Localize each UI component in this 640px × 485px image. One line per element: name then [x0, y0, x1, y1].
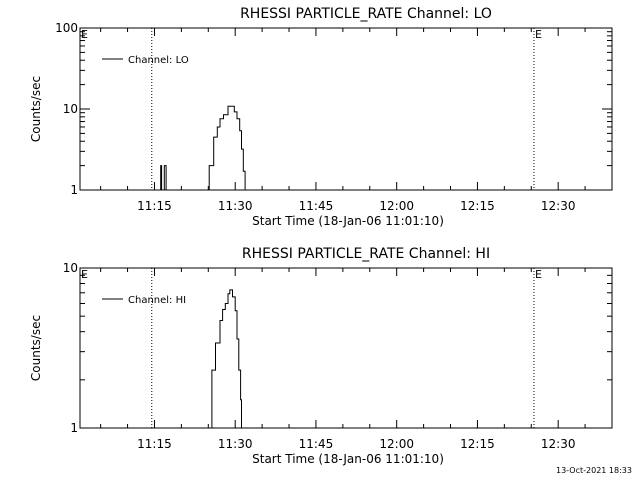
y-tick-label: 10: [63, 261, 78, 275]
legend-label: Channel: HI: [128, 295, 186, 306]
series-line: [203, 105, 246, 191]
event-marker-label: E: [535, 268, 542, 281]
x-tick-label: 11:45: [299, 437, 334, 451]
chart-panel-2: RHESSI PARTICLE_RATE Channel: HI Start Ti…: [29, 246, 613, 466]
series-line: [159, 165, 167, 191]
y-axis-label: Counts/sec: [29, 76, 43, 142]
x-tick-label: 12:15: [460, 199, 495, 213]
x-tick-label: 12:00: [379, 437, 414, 451]
legend-label: Channel: LO: [128, 55, 189, 66]
plot-frame: [79, 267, 613, 429]
x-tick-label: 12:30: [541, 199, 576, 213]
x-tick-label: 11:15: [137, 437, 172, 451]
x-tick-label: 12:00: [379, 199, 414, 213]
plot-frame: [79, 27, 613, 191]
y-tick-label: 1: [70, 421, 78, 435]
y-axis-label: Counts/sec: [29, 315, 43, 381]
date-stamp: 13-Oct-2021 18:33: [556, 466, 632, 475]
x-axis-label: Start Time (18-Jan-06 11:01:10): [252, 452, 444, 466]
x-axis-label: Start Time (18-Jan-06 11:01:10): [252, 214, 444, 228]
x-tick-label: 11:30: [218, 437, 253, 451]
y-tick-label: 100: [55, 21, 78, 35]
event-marker-label: E: [535, 28, 542, 41]
chart-title: RHESSI PARTICLE_RATE Channel: LO: [240, 6, 492, 22]
x-tick-label: 12:15: [460, 437, 495, 451]
y-tick-label: 10: [63, 102, 78, 116]
series-line: [208, 289, 242, 429]
event-marker-label: E: [81, 28, 88, 41]
chart-title: RHESSI PARTICLE_RATE Channel: HI: [242, 246, 490, 262]
event-marker-label: E: [81, 268, 88, 281]
x-tick-label: 11:30: [218, 199, 253, 213]
chart-panel-1: RHESSI PARTICLE_RATE Channel: LO Start Ti…: [29, 6, 613, 228]
x-tick-label: 12:30: [541, 437, 576, 451]
x-tick-label: 11:45: [299, 199, 334, 213]
y-tick-label: 1: [70, 183, 78, 197]
x-tick-label: 11:15: [137, 199, 172, 213]
